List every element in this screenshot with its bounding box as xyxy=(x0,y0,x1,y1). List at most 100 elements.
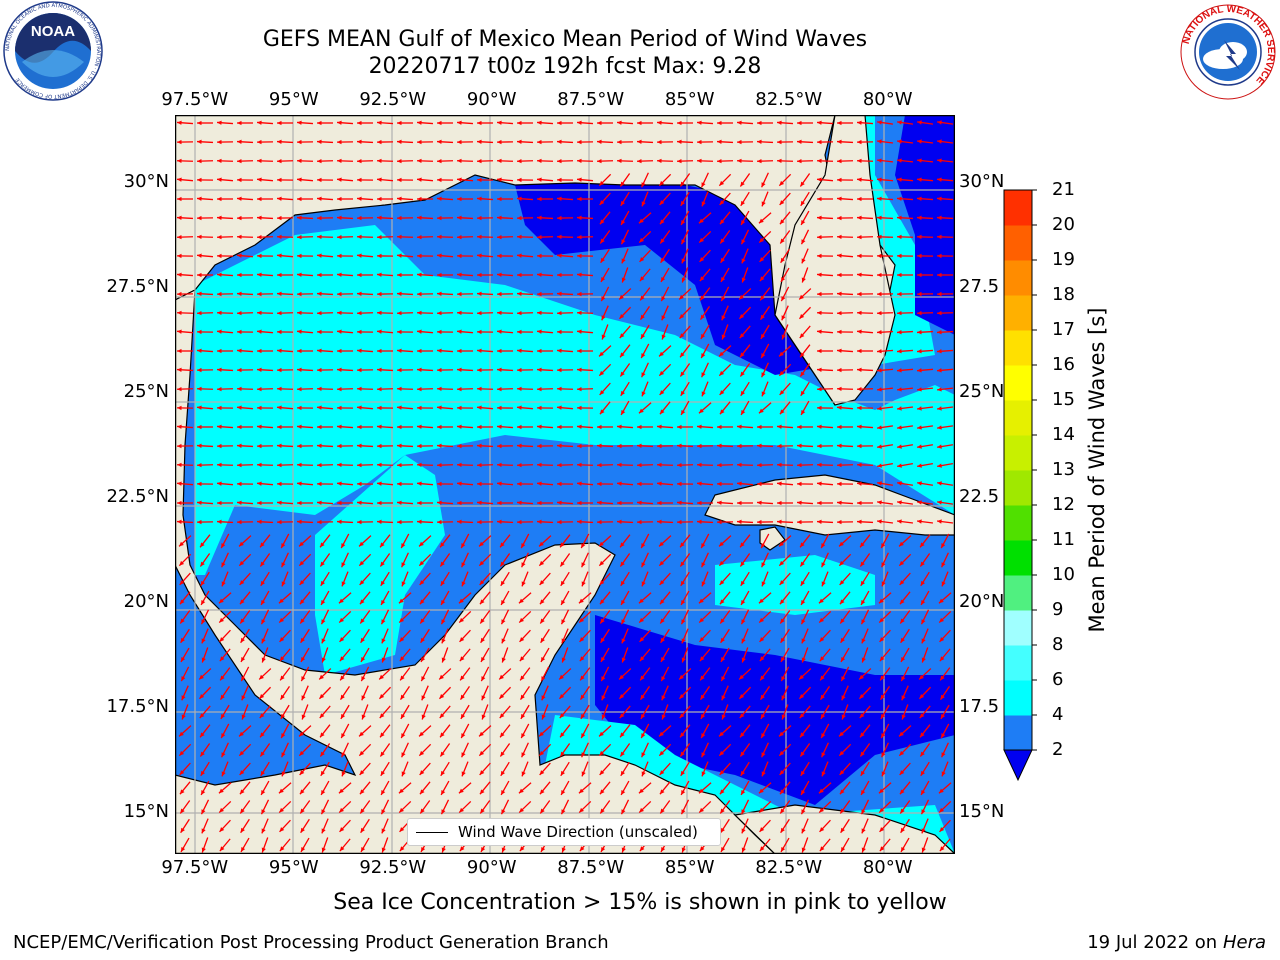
wave-arrowhead xyxy=(921,657,926,663)
wave-arrowhead xyxy=(317,234,322,240)
wave-arrowhead xyxy=(677,120,682,126)
wave-arrowhead xyxy=(257,120,262,125)
wave-arrowhead xyxy=(659,731,664,737)
wave-arrowhead xyxy=(241,714,246,720)
wave-arrowhead xyxy=(740,371,745,377)
wave-arrowhead xyxy=(797,500,802,505)
wave-arrowhead xyxy=(539,541,544,547)
wave-arrowhead xyxy=(380,580,385,586)
wave-arrowhead xyxy=(941,543,946,549)
wave-arrowhead xyxy=(761,391,766,397)
wave-arrowhead xyxy=(901,714,906,720)
wave-arrowhead xyxy=(457,272,462,277)
wave-arrowhead xyxy=(757,139,762,144)
wave-arrowhead xyxy=(639,637,645,642)
wave-arrowhead xyxy=(901,695,906,701)
wave-arrowhead xyxy=(780,808,785,814)
wave-arrowhead xyxy=(200,751,205,757)
wave-arrowhead xyxy=(217,329,222,334)
wave-arrowhead xyxy=(300,637,305,643)
wave-arrowhead xyxy=(457,253,462,259)
wave-arrowhead xyxy=(500,770,505,776)
wave-arrowhead xyxy=(321,619,326,625)
wave-arrowhead xyxy=(617,443,622,449)
wave-arrowhead xyxy=(621,809,626,815)
wave-arrowhead xyxy=(881,752,886,758)
wave-arrowhead xyxy=(281,562,286,568)
wave-arrowhead xyxy=(557,253,562,258)
wave-arrowhead xyxy=(501,847,506,853)
wave-arrowhead xyxy=(197,367,202,373)
wave-arrowhead xyxy=(857,310,862,316)
wave-arrowhead xyxy=(919,713,925,719)
colorbar-segment xyxy=(1004,505,1032,541)
wave-arrowhead xyxy=(661,676,666,682)
wave-arrowhead xyxy=(337,253,342,259)
wave-arrowhead xyxy=(817,253,822,259)
wave-arrowhead xyxy=(257,386,262,392)
wave-arrowhead xyxy=(179,750,185,756)
wave-arrowhead xyxy=(437,367,442,373)
wave-arrowhead xyxy=(700,675,705,681)
wave-arrowhead xyxy=(700,694,705,700)
wave-arrowhead xyxy=(900,827,905,833)
wave-arrowhead xyxy=(599,580,605,585)
wave-arrowhead xyxy=(937,425,942,430)
wave-arrowhead xyxy=(779,731,784,737)
wave-arrowhead xyxy=(497,348,502,354)
wave-arrowhead xyxy=(877,196,882,201)
wave-arrowhead xyxy=(861,809,866,815)
colorbar-tick-label: 8 xyxy=(1052,634,1064,655)
wave-arrowhead xyxy=(619,314,625,319)
wave-arrowhead xyxy=(581,543,586,549)
wave-arrowhead xyxy=(360,808,365,814)
wave-arrowhead xyxy=(357,424,362,430)
wave-arrowhead xyxy=(621,638,626,644)
wave-arrowhead xyxy=(519,846,525,852)
wave-arrowhead xyxy=(801,220,806,225)
wave-arrowhead xyxy=(240,618,245,624)
wave-arrowhead xyxy=(537,291,542,297)
wave-arrowhead xyxy=(497,310,502,316)
wave-arrowhead xyxy=(419,750,425,756)
wave-arrowhead xyxy=(659,580,665,585)
wave-arrowhead xyxy=(459,637,465,642)
wave-arrowhead xyxy=(457,196,462,202)
wave-arrowhead xyxy=(457,234,462,240)
wave-arrowhead xyxy=(701,543,706,549)
wave-arrowhead xyxy=(420,808,425,814)
wave-arrowhead xyxy=(197,120,202,126)
wave-arrowhead xyxy=(577,386,582,392)
wave-arrowhead xyxy=(541,695,546,701)
wave-arrowhead xyxy=(519,617,524,623)
wave-arrowhead xyxy=(897,349,902,354)
wave-arrowhead xyxy=(521,562,526,568)
wave-arrowhead xyxy=(297,481,302,486)
wave-arrowhead xyxy=(857,462,862,468)
wave-arrowhead xyxy=(357,234,362,240)
wave-arrowhead xyxy=(740,200,745,206)
wave-arrowhead xyxy=(701,581,706,587)
wave-arrowhead xyxy=(177,500,182,506)
colorbar-tick-label: 20 xyxy=(1052,214,1075,235)
wave-arrowhead xyxy=(681,619,686,625)
wave-arrowhead xyxy=(640,295,645,301)
wave-arrowhead xyxy=(197,196,202,201)
wave-arrowhead xyxy=(897,519,902,524)
wave-arrowhead xyxy=(577,120,582,125)
wave-arrowhead xyxy=(397,177,402,183)
wave-arrowhead xyxy=(201,847,206,853)
wave-arrowhead xyxy=(621,657,626,663)
wave-arrowhead xyxy=(397,386,402,392)
wave-arrowhead xyxy=(841,846,846,852)
wave-arrowhead xyxy=(699,846,705,852)
wave-arrowhead xyxy=(337,367,342,372)
wave-arrowhead xyxy=(601,334,606,340)
colorbar-tick-label: 13 xyxy=(1052,459,1075,480)
wave-arrowhead xyxy=(761,182,766,188)
wave-arrowhead xyxy=(659,200,665,205)
wave-arrowhead xyxy=(337,158,342,164)
wave-arrowhead xyxy=(719,750,725,756)
wave-arrowhead xyxy=(277,215,282,221)
wave-arrowhead xyxy=(277,405,282,410)
